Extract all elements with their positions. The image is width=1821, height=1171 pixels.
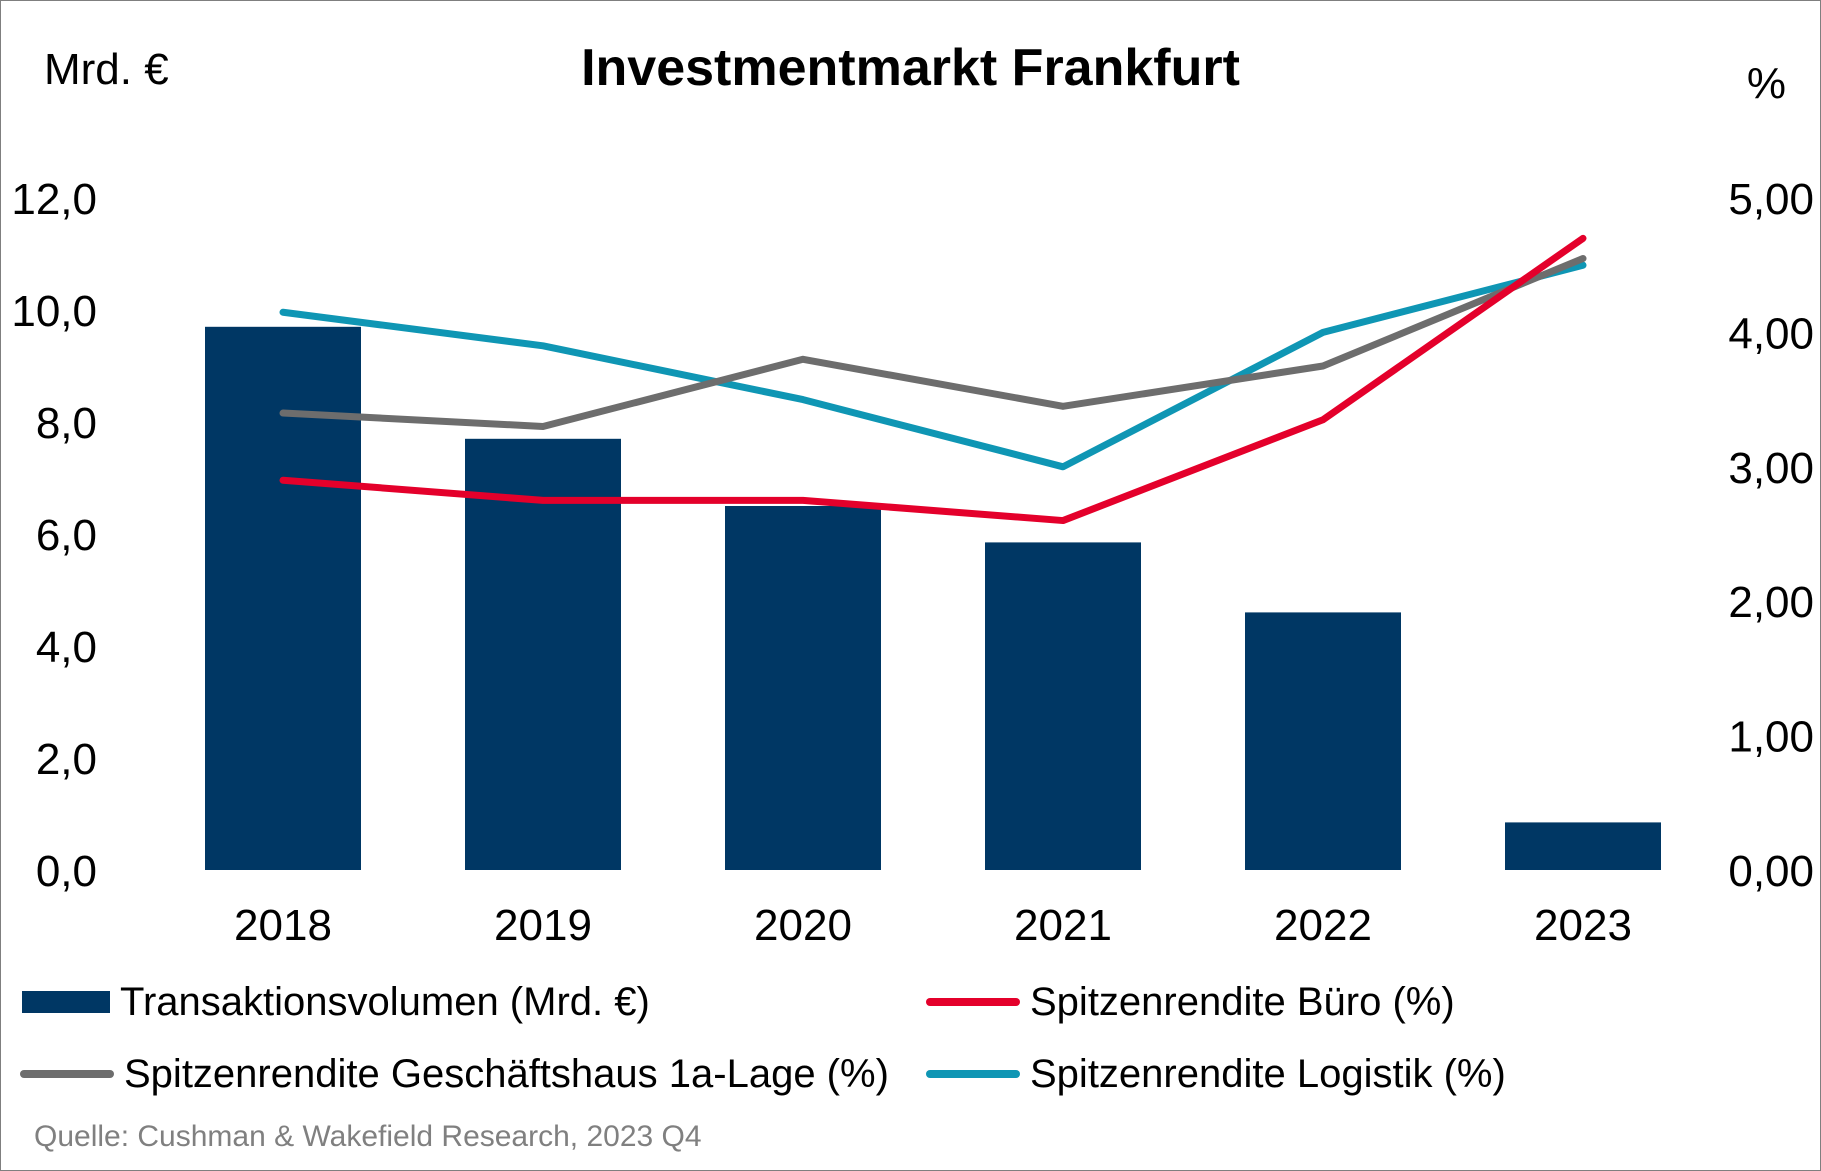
x-axis-tick-label: 2020 — [754, 901, 852, 950]
legend-item-geschaeftshaus: Spitzenrendite Geschäftshaus 1a-Lage (%) — [20, 1048, 889, 1100]
bar-2019 — [465, 438, 621, 870]
left-axis-tick-label: 12,0 — [11, 175, 97, 224]
right-axis-tick-label: 2,00 — [1728, 578, 1814, 627]
left-axis-tick-label: 0,0 — [36, 847, 97, 896]
x-axis-tick-label: 2019 — [494, 901, 592, 950]
line-series-1 — [279, 254, 1587, 430]
bar-2023 — [1505, 822, 1661, 870]
left-axis-tick-label: 8,0 — [36, 399, 97, 448]
legend-swatch-line-buero — [926, 998, 1020, 1006]
legend-label: Spitzenrendite Logistik (%) — [1030, 1052, 1506, 1096]
bar-2022 — [1245, 612, 1401, 870]
x-axis-tick-label: 2022 — [1274, 901, 1372, 950]
bar-2020 — [725, 506, 881, 870]
legend-item-transaktionsvolumen: Transaktionsvolumen (Mrd. €) — [22, 976, 650, 1028]
legend-item-buero: Spitzenrendite Büro (%) — [926, 976, 1455, 1028]
left-axis-tick-label: 4,0 — [36, 623, 97, 672]
x-axis-tick-label: 2018 — [234, 901, 332, 950]
bar-2021 — [985, 542, 1141, 870]
left-axis-tick-label: 10,0 — [11, 287, 97, 336]
source-note: Quelle: Cushman & Wakefield Research, 20… — [34, 1120, 702, 1153]
bar-2018 — [205, 326, 361, 870]
legend-swatch-bar — [22, 991, 110, 1013]
left-axis-tick-label: 6,0 — [36, 511, 97, 560]
legend-label: Spitzenrendite Büro (%) — [1030, 980, 1455, 1024]
legend-item-logistik: Spitzenrendite Logistik (%) — [926, 1048, 1506, 1100]
line-series-2 — [279, 261, 1587, 471]
right-axis-tick-label: 3,00 — [1728, 444, 1814, 493]
right-axis-tick-label: 5,00 — [1728, 175, 1814, 224]
left-axis-unit: Mrd. € — [44, 45, 169, 94]
right-axis-tick-label: 0,00 — [1728, 847, 1814, 896]
right-axis-tick-label: 1,00 — [1728, 713, 1814, 762]
legend-label: Spitzenrendite Geschäftshaus 1a-Lage (%) — [124, 1052, 889, 1096]
right-axis-tick-label: 4,00 — [1728, 309, 1814, 358]
chart-plot: 0,0 2,0 4,0 6,0 8,0 10,0 12,0 0,00 1,00 2,00 3,00 4… — [11, 175, 1814, 950]
legend-swatch-line-logistik — [926, 1070, 1020, 1078]
right-axis-unit: % — [1746, 59, 1786, 108]
x-axis-tick-label: 2021 — [1014, 901, 1112, 950]
legend-swatch-line-geschaeftshaus — [20, 1070, 114, 1078]
x-axis-tick-label: 2023 — [1534, 901, 1632, 950]
line-series-0 — [279, 234, 1587, 525]
legend-label: Transaktionsvolumen (Mrd. €) — [120, 980, 650, 1024]
chart-title: Investmentmarkt Frankfurt — [581, 39, 1240, 97]
left-axis-tick-label: 2,0 — [36, 735, 97, 784]
